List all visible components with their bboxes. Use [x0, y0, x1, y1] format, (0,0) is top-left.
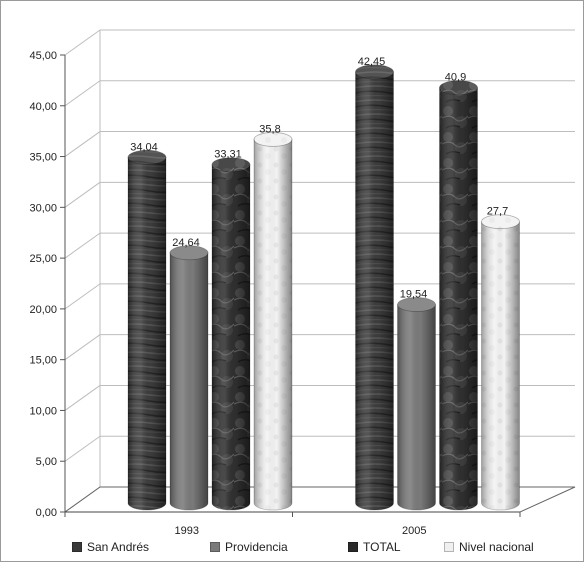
bar-shade-providencia-1993	[170, 252, 208, 511]
bar-cap-providencia-2005	[397, 297, 436, 312]
bar-cap-highlight-total-1993	[212, 157, 250, 172]
bar-shade-san-andr-s-2005	[355, 71, 394, 511]
legend-label-san-andres: San Andrés	[87, 540, 150, 554]
plot-area: 0,00 5,00 10,00 15,00 20,00 25,00 30,00 35,00 40…	[29, 29, 576, 537]
bar-cap-providencia-1993	[169, 245, 209, 261]
legend-swatch-nivel-nacional	[444, 542, 454, 552]
gridline-side	[64, 29, 101, 56]
legend-swatch-total	[348, 542, 358, 552]
y-tick-label: 10,00	[29, 405, 57, 417]
legend-label-providencia: Providencia	[225, 540, 288, 554]
data-label-total-1993: 33,31	[214, 149, 242, 161]
gridline-side	[64, 385, 101, 411]
bar-cap-san-andr-s-1993	[127, 149, 167, 165]
legend-swatch-providencia	[210, 542, 220, 552]
bar-cap-nivel-nacional-2005	[481, 214, 520, 230]
data-label-san-andr-s-1993: 34,04	[130, 141, 158, 153]
y-tick-label: 5,00	[36, 456, 57, 468]
legend-item-nivel-nacional: Nivel nacional	[444, 540, 534, 554]
x-tick-label: 2005	[402, 525, 426, 537]
data-label-providencia-1993: 24,64	[172, 237, 200, 249]
y-tick-label: 35,00	[29, 152, 57, 164]
bar-shade-nivel-nacional-2005	[481, 221, 520, 511]
legend-item-total: TOTAL	[348, 540, 401, 554]
data-label-total-2005: 40,9	[445, 72, 466, 84]
data-label-nivel-nacional-2005: 27,7	[487, 206, 508, 218]
bar-shade-providencia-2005	[397, 304, 436, 511]
y-tick-label: 40,00	[29, 101, 57, 113]
bar-cap-highlight-san-andr-s-1993	[128, 150, 166, 165]
gridline-side	[64, 334, 101, 361]
bar-cap-highlight-providencia-2005	[397, 297, 436, 312]
y-tick-label: 15,00	[29, 355, 57, 367]
y-tick-label: 25,00	[29, 253, 57, 265]
bar-shade-total-1993	[212, 164, 250, 510]
data-label-san-andr-s-2005: 42,45	[358, 56, 386, 68]
data-label-nivel-nacional-1993: 35,8	[259, 123, 280, 135]
gridline-side	[64, 283, 101, 310]
legend: San Andrés Providencia TOTAL Nivel nacio…	[72, 540, 572, 558]
y-tick-label: 45,00	[29, 50, 57, 62]
gridline-side	[64, 131, 101, 157]
legend-label-nivel-nacional: Nivel nacional	[459, 540, 534, 554]
gridline-side	[64, 80, 101, 107]
data-label-providencia-2005: 19,54	[400, 289, 428, 301]
legend-swatch-san-andres	[72, 542, 82, 552]
gridline-side	[64, 435, 101, 462]
x-tick-label: 1993	[175, 525, 199, 537]
bar-shade-nivel-nacional-1993	[254, 139, 292, 511]
y-tick-label: 30,00	[29, 202, 57, 214]
gridline-side	[64, 232, 101, 259]
legend-item-providencia: Providencia	[210, 540, 288, 554]
bar-cap-highlight-total-2005	[439, 80, 478, 95]
y-tick-label: 0,00	[36, 507, 57, 519]
bar-shade-san-andr-s-1993	[128, 157, 166, 511]
bar-cap-total-1993	[211, 157, 251, 173]
bar-cap-highlight-san-andr-s-2005	[355, 64, 394, 79]
gridline-side	[64, 181, 101, 208]
y-tick-label: 20,00	[29, 304, 57, 316]
bar-cap-nivel-nacional-1993	[253, 132, 293, 147]
bar-cap-highlight-providencia-1993	[170, 245, 208, 260]
bar-shade-total-2005	[439, 87, 478, 511]
bar-cap-san-andr-s-2005	[355, 64, 394, 80]
legend-label-total: TOTAL	[363, 540, 401, 554]
bar-cap-total-2005	[439, 80, 478, 96]
legend-item-san-andres: San Andrés	[72, 540, 149, 554]
